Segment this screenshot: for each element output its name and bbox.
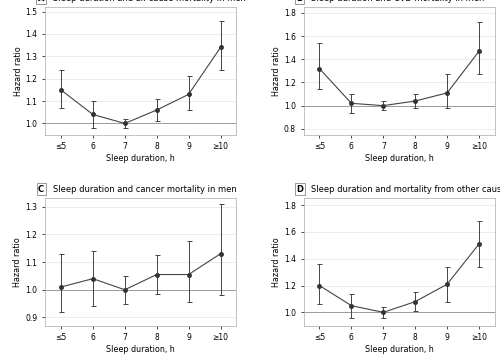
- X-axis label: Sleep duration, h: Sleep duration, h: [365, 345, 434, 354]
- Y-axis label: Hazard ratio: Hazard ratio: [272, 46, 281, 96]
- X-axis label: Sleep duration, h: Sleep duration, h: [106, 154, 175, 163]
- Text: Sleep duration and mortality from other causes in men: Sleep duration and mortality from other …: [311, 185, 500, 194]
- Text: B: B: [296, 0, 303, 3]
- Text: C: C: [38, 185, 44, 194]
- X-axis label: Sleep duration, h: Sleep duration, h: [106, 345, 175, 354]
- Y-axis label: Hazard ratio: Hazard ratio: [14, 237, 22, 287]
- Text: A: A: [38, 0, 44, 3]
- X-axis label: Sleep duration, h: Sleep duration, h: [365, 154, 434, 163]
- Y-axis label: Hazard ratio: Hazard ratio: [14, 46, 22, 96]
- Text: D: D: [296, 185, 303, 194]
- Text: Sleep duration and cancer mortality in men: Sleep duration and cancer mortality in m…: [52, 185, 236, 194]
- Text: Sleep duration and all-cause mortality in men: Sleep duration and all-cause mortality i…: [52, 0, 246, 3]
- Y-axis label: Hazard ratio: Hazard ratio: [272, 237, 281, 287]
- Text: Sleep duration and CVD mortality in men: Sleep duration and CVD mortality in men: [311, 0, 484, 3]
